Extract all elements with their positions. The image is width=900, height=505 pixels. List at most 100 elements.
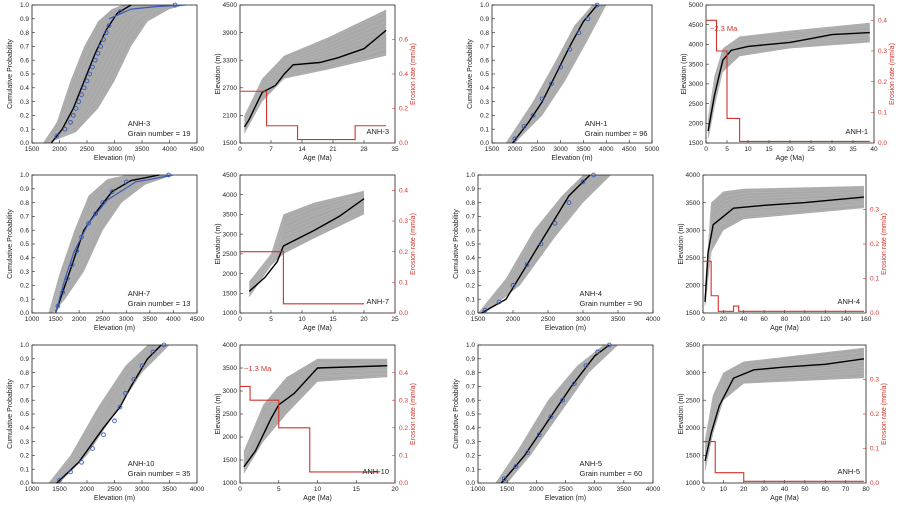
model-path-line xyxy=(500,344,610,484)
sample-point xyxy=(90,446,95,451)
y-tick-label: 2000 xyxy=(686,425,701,432)
sample-point xyxy=(583,363,589,369)
envelope-band xyxy=(705,186,864,308)
y-tick-label: 2000 xyxy=(223,271,238,278)
age-label: ~2.3 Ma xyxy=(710,24,738,33)
sample-point xyxy=(525,450,530,455)
y-tick-label: 0.7 xyxy=(20,214,29,221)
y-tick-label: 0.1 xyxy=(466,296,475,303)
x-tick-label: 4500 xyxy=(190,316,205,323)
x-tick-label: 15 xyxy=(353,486,361,493)
sample-point xyxy=(62,126,68,132)
sample-point xyxy=(558,64,563,70)
y-tick-label: 0.2 xyxy=(20,113,29,120)
chart-panel-hist-anh10: 0 5 10 15 20 1000 1500 2000 2500 3000 3500 4000 Age … xyxy=(215,342,417,502)
y-tick-label: 0.9 xyxy=(20,186,29,193)
y-tick-label: 3900 xyxy=(223,30,238,37)
x-tick-label: 5000 xyxy=(645,146,660,153)
y-tick-label: 4500 xyxy=(689,22,704,29)
x-tick-label: 0 xyxy=(701,316,705,323)
right-tick-label: 0.1 xyxy=(870,446,879,453)
right-tick-label: 0.2 xyxy=(399,249,408,256)
chart-panel-hist-anh1: 0 5 10 15 20 25 30 35 40 1500 2000 2500 3000 3500 4000… xyxy=(681,2,896,162)
envelope-run-line xyxy=(243,53,387,133)
y-axis-label: Cumulative Probability xyxy=(7,379,14,449)
right-tick-label: 0.0 xyxy=(870,480,879,487)
x-axis-label: Elevation (m) xyxy=(545,325,586,332)
sample-label: ANH-4 xyxy=(837,297,860,306)
x-tick-label: 4000 xyxy=(646,316,661,323)
y-axis-label: Elevation (m) xyxy=(678,393,685,434)
envelope-run-line xyxy=(47,8,159,143)
x-tick-label: 5 xyxy=(277,486,281,493)
envelope-run-line xyxy=(502,344,613,484)
x-tick-label: 20 xyxy=(786,146,794,153)
x-tick-label: 30 xyxy=(828,146,836,153)
y-tick-label: 0.3 xyxy=(20,99,29,106)
right-tick-label: 0.2 xyxy=(870,411,879,418)
right-axis-label: Erosion rate (mm/a) xyxy=(881,383,888,445)
y-tick-label: 3500 xyxy=(223,365,238,372)
sample-point xyxy=(521,124,527,129)
x-tick-label: 7 xyxy=(269,146,273,153)
right-tick-label: 0.4 xyxy=(399,370,408,377)
envelope-run-line xyxy=(497,345,607,484)
envelope-run-line xyxy=(495,345,604,483)
envelope-run-line xyxy=(244,363,388,457)
y-tick-label: 0.3 xyxy=(466,269,475,276)
x-tick-label: 35 xyxy=(391,146,399,153)
y-tick-label: 0.2 xyxy=(20,453,29,460)
envelope-band xyxy=(243,358,388,474)
right-tick-label: 0.1 xyxy=(878,110,887,117)
y-tick-label: 1500 xyxy=(223,457,238,464)
envelope-run-line xyxy=(705,197,864,297)
y-tick-label: 3500 xyxy=(689,61,704,68)
x-tick-label: 15 xyxy=(765,146,773,153)
model-path-line xyxy=(248,198,365,292)
envelope-run-line xyxy=(705,367,864,461)
envelope-run-line xyxy=(705,358,864,450)
sample-point xyxy=(166,172,172,178)
y-tick-label: 0.1 xyxy=(20,466,29,473)
y-tick-label: 0.0 xyxy=(466,480,475,487)
x-tick-label: 20 xyxy=(360,316,368,323)
y-tick-label: 3500 xyxy=(223,212,238,219)
x-tick-label: 25 xyxy=(807,146,815,153)
envelope-run-line xyxy=(705,202,864,302)
x-tick-label: 4000 xyxy=(162,146,177,153)
y-tick-label: 0.9 xyxy=(466,186,475,193)
x-tick-label: 1000 xyxy=(471,486,486,493)
y-tick-label: 0.4 xyxy=(20,425,29,432)
x-tick-label: 0 xyxy=(238,146,242,153)
y-tick-label: 2100 xyxy=(223,113,238,120)
chart-panel-cdf-anh5: 1000 1500 2000 2500 3000 3500 4000 0.0 0.1 0.2 0.3… xyxy=(453,342,661,502)
y-tick-label: 0.4 xyxy=(20,85,29,92)
envelope-run-line xyxy=(49,175,130,314)
y-tick-label: 2500 xyxy=(686,397,701,404)
x-tick-label: 2000 xyxy=(52,146,67,153)
y-axis-label: Elevation (m) xyxy=(215,393,222,434)
envelope-run-line xyxy=(49,177,134,314)
sample-point xyxy=(54,133,60,139)
y-tick-label: 1.0 xyxy=(480,2,489,9)
age-label: ~1.3 Ma xyxy=(244,364,272,373)
y-tick-label: 0.6 xyxy=(466,227,475,234)
y-tick-label: 0.3 xyxy=(480,99,489,106)
right-tick-label: 0.0 xyxy=(399,480,408,487)
erosion-rate-line xyxy=(706,19,870,143)
envelope-run-line xyxy=(48,8,163,144)
grain-number-label: Grain number = 13 xyxy=(128,299,191,308)
x-tick-label: 3500 xyxy=(135,146,150,153)
chart-panel-hist-anh4: 0 20 40 60 80 100 120 140 160 1500 2000 2500 3000 350… xyxy=(678,172,888,332)
sample-point xyxy=(87,71,93,77)
sample-point xyxy=(68,119,73,125)
right-axis-label: Erosion rate (mm/a) xyxy=(410,213,417,275)
y-tick-label: 0.9 xyxy=(480,16,489,23)
x-tick-label: 120 xyxy=(820,316,831,323)
envelope-run-line xyxy=(49,177,131,313)
sample-point xyxy=(79,234,84,240)
y-tick-label: 1.0 xyxy=(20,342,29,349)
y-tick-label: 5000 xyxy=(689,2,704,9)
envelope-run-line xyxy=(511,4,602,144)
envelope-run-line xyxy=(705,355,864,447)
